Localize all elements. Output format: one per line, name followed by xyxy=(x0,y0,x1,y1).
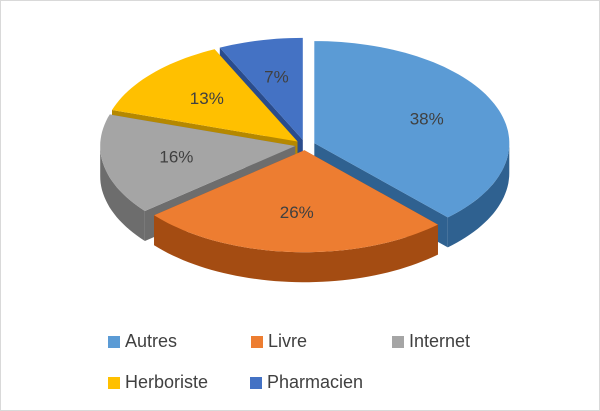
data-label: 38% xyxy=(410,109,444,128)
legend-label: Livre xyxy=(268,331,307,351)
slice-wall xyxy=(154,215,438,283)
legend-swatch xyxy=(108,377,120,389)
data-label: 26% xyxy=(280,203,314,222)
legend-label: Herboriste xyxy=(125,372,208,392)
legend-swatch xyxy=(392,336,404,348)
legend-swatch xyxy=(250,377,262,389)
legend-label: Autres xyxy=(125,331,177,351)
data-label: 7% xyxy=(264,68,289,87)
slice xyxy=(219,37,303,140)
data-label: 13% xyxy=(190,89,224,108)
legend-label: Pharmacien xyxy=(267,372,363,392)
legend-swatch xyxy=(251,336,263,348)
slice xyxy=(154,150,438,253)
slice xyxy=(100,114,296,211)
data-label: 16% xyxy=(159,147,193,166)
slice xyxy=(314,41,510,218)
slice xyxy=(112,49,298,142)
slice-wall xyxy=(100,146,145,241)
legend-swatch xyxy=(108,336,120,348)
slice-wall xyxy=(447,143,510,248)
legend-label: Internet xyxy=(409,331,470,351)
